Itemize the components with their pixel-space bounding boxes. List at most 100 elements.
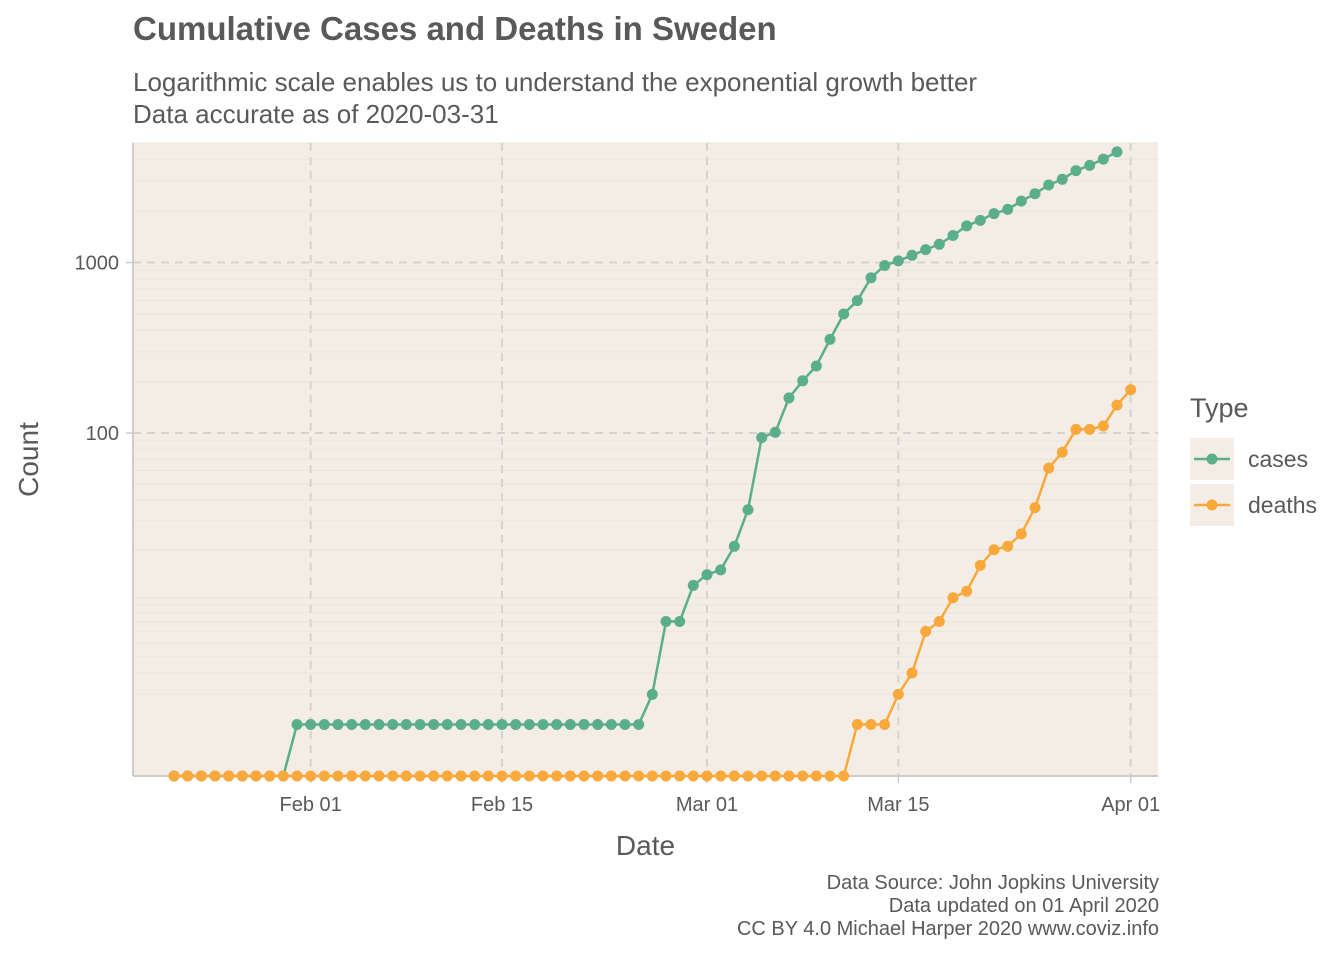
data-point-deaths xyxy=(605,770,617,782)
data-point-deaths xyxy=(701,770,713,782)
data-point-cases xyxy=(879,260,891,271)
data-point-deaths xyxy=(250,770,262,782)
data-point-cases xyxy=(1015,195,1027,207)
data-point-deaths xyxy=(291,770,303,782)
data-point-deaths xyxy=(810,770,822,782)
data-point-cases xyxy=(797,375,809,387)
data-point-deaths xyxy=(769,770,781,782)
legend-label-cases: cases xyxy=(1248,445,1309,472)
subtitle-line-1: Logarithmic scale enables us to understa… xyxy=(133,67,978,97)
data-point-deaths xyxy=(469,770,481,782)
data-point-deaths xyxy=(633,770,645,782)
data-point-cases xyxy=(551,719,563,730)
data-point-cases xyxy=(578,719,590,730)
y-tick-label: 100 xyxy=(86,423,119,445)
data-point-deaths xyxy=(332,770,344,782)
data-point-deaths xyxy=(1015,528,1027,540)
data-point-cases xyxy=(537,719,549,730)
data-point-deaths xyxy=(619,770,631,782)
chart-subtitle: Logarithmic scale enables us to understa… xyxy=(133,66,977,130)
data-point-deaths xyxy=(523,770,535,782)
data-point-cases xyxy=(947,230,959,241)
legend-key-cases xyxy=(1190,438,1234,480)
data-point-cases xyxy=(1111,146,1123,158)
data-point-deaths xyxy=(906,667,918,679)
data-point-cases xyxy=(906,249,918,261)
data-point-deaths xyxy=(510,770,522,782)
data-point-cases xyxy=(687,579,699,591)
legend-label-deaths: deaths xyxy=(1248,491,1318,518)
data-point-cases xyxy=(592,719,604,730)
data-point-cases xyxy=(291,719,303,730)
data-point-deaths xyxy=(1070,423,1082,435)
data-point-cases xyxy=(810,360,822,372)
data-point-deaths xyxy=(824,770,836,782)
data-point-cases xyxy=(920,244,932,256)
data-point-cases xyxy=(332,719,344,730)
legend-key-deaths xyxy=(1190,484,1234,526)
data-point-deaths xyxy=(496,770,508,782)
data-point-cases xyxy=(646,688,658,700)
data-point-deaths xyxy=(1002,540,1014,552)
data-point-cases xyxy=(496,719,508,730)
data-point-deaths xyxy=(660,770,672,782)
data-point-deaths xyxy=(920,625,932,637)
data-point-cases xyxy=(523,719,535,730)
x-tick-label: Mar 01 xyxy=(676,794,738,816)
data-point-deaths xyxy=(318,770,330,782)
data-point-deaths xyxy=(455,770,467,782)
data-point-deaths xyxy=(223,770,235,782)
data-point-deaths xyxy=(988,544,1000,556)
data-point-cases xyxy=(1097,153,1109,165)
data-point-deaths xyxy=(346,770,358,782)
y-tick-label: 1000 xyxy=(75,253,120,275)
x-tick-label: Mar 15 xyxy=(867,794,929,816)
data-point-cases xyxy=(387,719,399,730)
data-point-deaths xyxy=(277,770,289,782)
data-point-cases xyxy=(318,719,330,730)
data-point-deaths xyxy=(1097,420,1109,432)
data-point-cases xyxy=(633,719,645,730)
legend-item-deaths: deaths xyxy=(1190,482,1317,528)
data-point-cases xyxy=(373,719,385,730)
subtitle-line-2: Data accurate as of 2020-03-31 xyxy=(133,99,499,129)
data-point-cases xyxy=(674,616,686,627)
data-point-cases xyxy=(865,272,877,284)
data-point-cases xyxy=(428,719,440,730)
data-point-deaths xyxy=(783,770,795,782)
data-point-deaths xyxy=(838,770,850,782)
data-point-deaths xyxy=(974,559,986,571)
data-point-cases xyxy=(455,719,467,730)
data-point-deaths xyxy=(1084,423,1096,435)
data-point-cases xyxy=(605,719,617,730)
data-point-cases xyxy=(961,220,973,232)
data-point-deaths xyxy=(264,770,276,782)
data-point-deaths xyxy=(865,719,877,730)
data-point-cases xyxy=(1002,203,1014,215)
data-point-deaths xyxy=(646,770,658,782)
data-point-cases xyxy=(1056,173,1068,185)
data-point-cases xyxy=(756,432,768,444)
data-point-cases xyxy=(400,719,412,730)
data-point-cases xyxy=(933,238,945,250)
data-point-deaths xyxy=(537,770,549,782)
data-point-cases xyxy=(305,719,317,730)
data-point-cases xyxy=(359,719,371,730)
data-point-deaths xyxy=(441,770,453,782)
data-point-deaths xyxy=(578,770,590,782)
data-point-cases xyxy=(715,564,727,576)
data-point-deaths xyxy=(892,688,904,700)
data-point-cases xyxy=(974,214,986,226)
data-point-deaths xyxy=(195,770,207,782)
data-point-deaths xyxy=(564,770,576,782)
data-point-deaths xyxy=(797,770,809,782)
data-point-cases xyxy=(510,719,522,730)
data-point-deaths xyxy=(428,770,440,782)
data-point-deaths xyxy=(359,770,371,782)
data-point-deaths xyxy=(947,592,959,604)
data-point-cases xyxy=(660,616,672,627)
data-point-deaths xyxy=(961,585,973,597)
caption-line-1: Data Source: John Jopkins University xyxy=(826,872,1159,894)
data-point-cases xyxy=(838,308,850,320)
legend: Type cases deaths xyxy=(1190,393,1317,528)
